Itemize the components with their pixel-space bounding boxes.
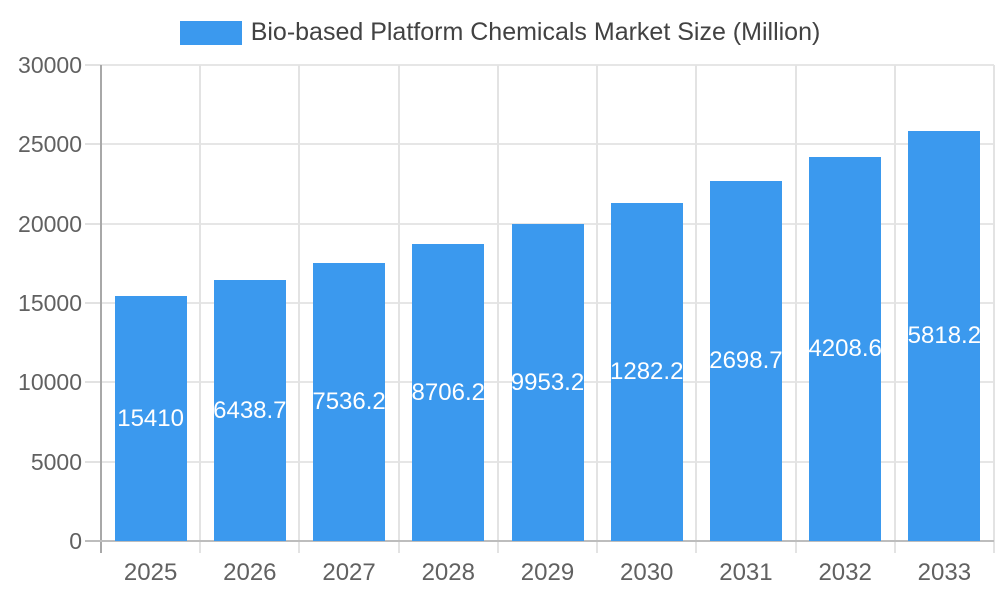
v-gridline xyxy=(596,65,599,553)
bar[interactable]: 15410 xyxy=(114,296,187,541)
v-gridline xyxy=(199,65,202,553)
bar-value-label: 17536.25 xyxy=(313,387,386,415)
bar[interactable]: 19953.25 xyxy=(511,224,584,541)
y-tick xyxy=(85,460,101,463)
bar[interactable]: 22698.75 xyxy=(709,180,782,541)
y-tick xyxy=(85,302,101,304)
x-axis-label: 2028 xyxy=(421,559,475,586)
v-gridline xyxy=(993,65,995,553)
y-axis-line xyxy=(100,65,102,553)
bar[interactable]: 18706.25 xyxy=(412,244,485,541)
legend-swatch[interactable] xyxy=(179,20,242,45)
v-gridline xyxy=(397,65,400,553)
y-axis-label: 10000 xyxy=(18,369,82,396)
y-tick xyxy=(85,222,101,225)
bar-value-label: 21282.25 xyxy=(610,358,683,386)
y-axis-label: 0 xyxy=(69,528,82,554)
bar-value-label: 22698.75 xyxy=(709,346,782,374)
y-axis-label: 5000 xyxy=(30,448,82,475)
x-axis-label: 2033 xyxy=(917,559,972,586)
y-axis-label: 20000 xyxy=(18,210,82,237)
bar-value-label: 16438.75 xyxy=(213,396,286,424)
x-axis-label: 2026 xyxy=(223,559,277,586)
x-axis-label: 2032 xyxy=(818,559,872,586)
bar-value-label: 15410 xyxy=(117,404,184,432)
y-axis-label: 15000 xyxy=(18,290,82,316)
bar-value-label: 24208.65 xyxy=(809,334,882,362)
y-tick xyxy=(85,64,101,66)
bar-value-label: 19953.25 xyxy=(511,368,584,396)
y-tick xyxy=(85,143,101,146)
v-gridline xyxy=(695,65,698,553)
v-gridline xyxy=(298,65,301,553)
chart-title: Bio-based Platform Chemicals Market Size… xyxy=(250,18,821,46)
v-gridline xyxy=(496,65,499,553)
h-gridline xyxy=(101,222,994,225)
h-gridline xyxy=(101,64,994,66)
x-axis-label: 2027 xyxy=(322,559,376,586)
legend: Bio-based Platform Chemicals Market Size… xyxy=(0,18,1000,47)
y-axis-label: 30000 xyxy=(18,52,82,78)
bar[interactable]: 21282.25 xyxy=(610,203,683,541)
x-axis-label: 2029 xyxy=(520,559,575,586)
v-gridline xyxy=(893,65,896,553)
bar[interactable]: 24208.65 xyxy=(809,156,882,541)
v-gridline xyxy=(794,65,797,553)
bar[interactable]: 16438.75 xyxy=(213,280,286,541)
y-axis-label: 25000 xyxy=(18,131,82,158)
bar-value-label: 18706.25 xyxy=(412,378,485,406)
x-axis-label: 2030 xyxy=(620,559,674,586)
y-tick xyxy=(85,381,101,384)
x-axis-label: 2031 xyxy=(719,559,773,586)
h-gridline xyxy=(101,143,994,146)
bar[interactable]: 17536.25 xyxy=(313,262,386,541)
x-axis-line xyxy=(85,540,994,542)
x-axis-label: 2025 xyxy=(123,559,178,586)
